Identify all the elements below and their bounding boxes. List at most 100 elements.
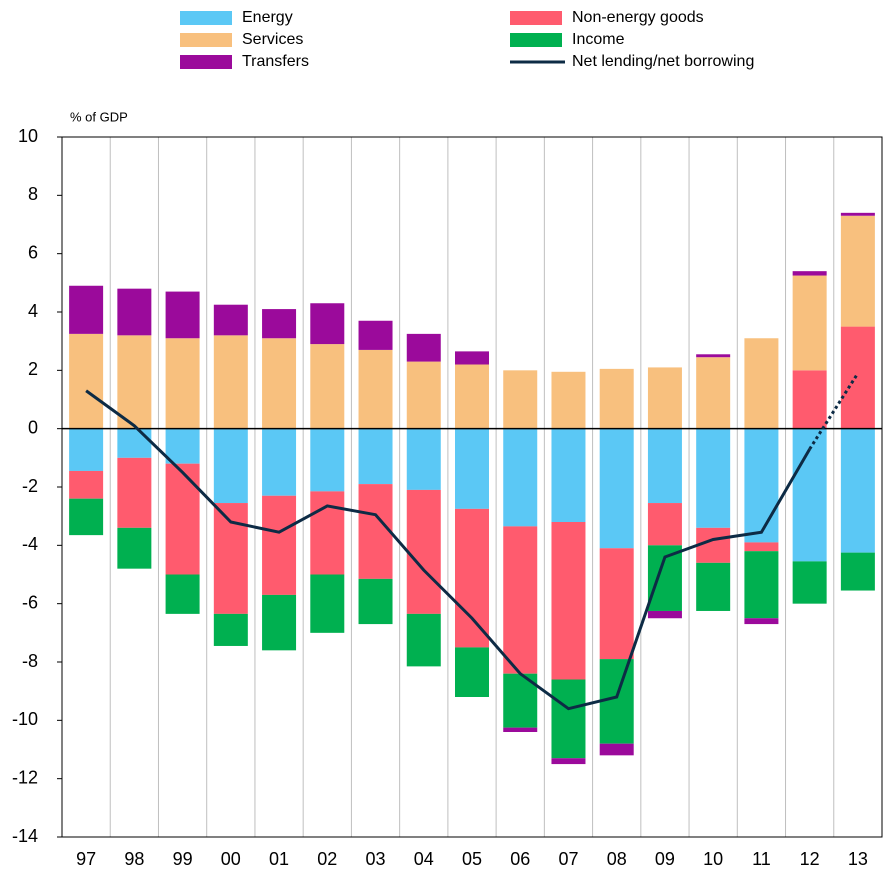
bar-segment — [503, 370, 538, 429]
bar-segment — [503, 428, 538, 527]
bar-segment — [792, 275, 827, 371]
bar-segment — [792, 271, 827, 276]
bar-segment — [455, 508, 489, 648]
bar-segment — [165, 291, 200, 339]
bar-segment — [840, 212, 875, 216]
x-tick-label: 05 — [462, 849, 482, 869]
bar-segment — [840, 428, 875, 553]
legend-swatch — [180, 33, 232, 47]
y-tick-label: 4 — [28, 301, 38, 321]
line — [85, 389, 811, 711]
bar-segment — [117, 457, 152, 528]
bar-segment — [69, 333, 104, 429]
x-tick-label: 12 — [800, 849, 820, 869]
y-tick-label: 2 — [28, 359, 38, 379]
bar-segment — [840, 326, 875, 429]
bar-segment — [262, 428, 297, 496]
bar-segment — [310, 574, 345, 633]
y-tick-label: 6 — [28, 242, 38, 262]
bar-segment — [551, 679, 586, 759]
x-tick-label: 11 — [752, 849, 771, 869]
x-tick-label: 01 — [269, 849, 289, 869]
bar-segment — [647, 367, 682, 429]
bar-segment — [213, 304, 248, 336]
line-dashed — [808, 372, 860, 450]
y-tick-label: -2 — [22, 476, 38, 496]
bar-segment — [599, 428, 634, 549]
bar-segment — [358, 578, 393, 625]
bar-segment — [551, 522, 586, 680]
y-axis-label: % of GDP — [70, 109, 128, 124]
bar-segment — [503, 727, 538, 732]
bar-segment — [358, 349, 393, 429]
bar-segment — [358, 320, 393, 350]
bar-segment — [213, 428, 248, 504]
y-tick-label: -4 — [22, 534, 38, 554]
bar-segment — [165, 428, 200, 464]
x-tick-label: 09 — [655, 849, 675, 869]
bar-segment — [455, 428, 489, 509]
bar-segment — [117, 288, 152, 336]
bar-segment — [840, 552, 875, 591]
legend-label: Net lending/net borrowing — [572, 53, 754, 70]
bar-segment — [744, 618, 779, 625]
bar-segment — [310, 428, 345, 492]
legend-label: Services — [242, 31, 303, 48]
bar-segment — [551, 428, 586, 522]
bar-segment — [696, 354, 731, 358]
bar-segment — [647, 545, 682, 611]
legend-swatch — [180, 11, 232, 25]
bar-segment — [455, 647, 489, 697]
bar-segment — [165, 463, 200, 575]
bar-segment — [165, 338, 200, 429]
y-tick-label: 8 — [28, 184, 38, 204]
bar-segment — [262, 338, 297, 429]
bar-segment — [213, 613, 248, 646]
x-tick-label: 99 — [173, 849, 193, 869]
x-tick-label: 06 — [510, 849, 530, 869]
bar-segment — [117, 527, 152, 569]
bar-segment — [455, 364, 489, 429]
legend-label: Non-energy goods — [572, 9, 704, 26]
y-tick-label: 10 — [18, 126, 38, 146]
bar-segment — [165, 574, 200, 614]
y-tick-label: -6 — [22, 592, 38, 612]
x-tick-label: 03 — [366, 849, 386, 869]
bar-segment — [310, 491, 345, 575]
bar-segment — [647, 610, 682, 619]
bar-segment — [262, 309, 297, 339]
x-tick-label: 07 — [558, 849, 578, 869]
bar-segment — [792, 370, 827, 429]
bar-segment — [599, 548, 634, 660]
bar-segment — [213, 503, 248, 614]
x-tick-label: 97 — [76, 849, 96, 869]
bar-segment — [69, 470, 104, 499]
legend-swatch — [510, 11, 562, 25]
bar-segment — [696, 527, 731, 563]
bar-segment — [406, 613, 441, 667]
y-tick-label: -10 — [12, 709, 38, 729]
bar-segment — [551, 371, 586, 429]
bar-segment — [744, 338, 779, 429]
y-tick-label: -14 — [12, 826, 38, 846]
bar-segment — [647, 503, 682, 546]
plot-frame — [61, 136, 883, 838]
bar-segment — [117, 335, 152, 429]
legend-label: Income — [572, 31, 625, 48]
y-tick-label: -12 — [12, 767, 38, 787]
bar-segment — [69, 498, 104, 536]
bar-segment — [696, 562, 731, 611]
bar-segment — [406, 489, 441, 614]
bar-segment — [696, 428, 731, 528]
bar-segment — [840, 215, 875, 327]
bar-segment — [69, 428, 104, 471]
bar-segment — [455, 351, 489, 365]
y-tick-label: 0 — [28, 417, 38, 437]
bar-segment — [406, 361, 441, 429]
bar-segment — [117, 428, 152, 458]
bar-segment — [696, 357, 731, 429]
bar-segment — [647, 428, 682, 504]
bar-segment — [69, 285, 104, 334]
bar-segment — [744, 542, 779, 552]
x-tick-label: 02 — [317, 849, 337, 869]
